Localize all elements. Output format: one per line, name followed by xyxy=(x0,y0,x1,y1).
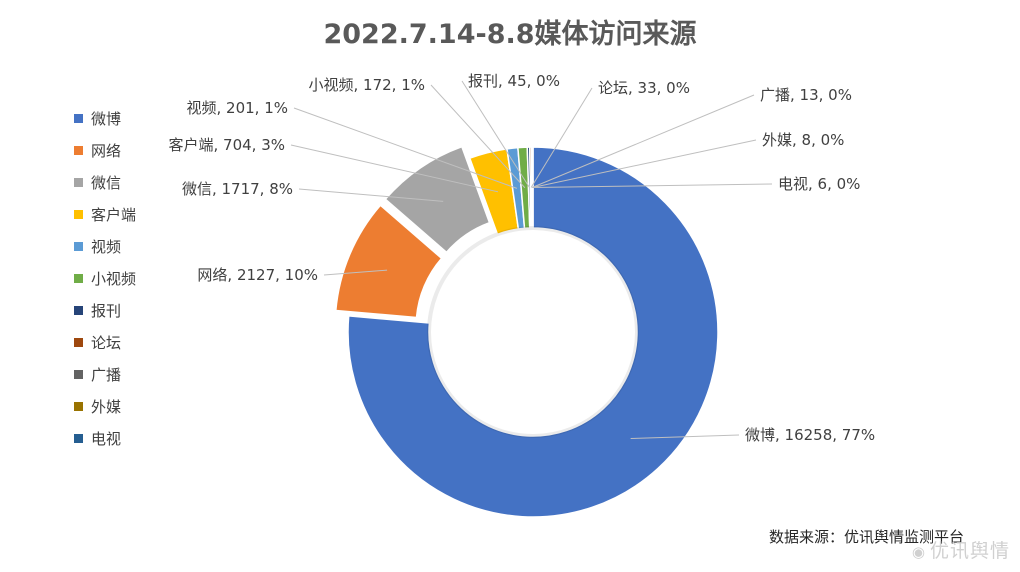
leader-line-cat-5 xyxy=(430,84,526,189)
leader-line-cat-6 xyxy=(461,80,530,188)
legend-swatch xyxy=(74,177,83,187)
data-label-cat-3: 客户端, 704, 3% xyxy=(169,136,286,154)
legend-item-cat-6: 报刊 xyxy=(74,294,136,326)
leader-line-cat-0 xyxy=(630,434,740,440)
data-label-cat-0: 微博, 16258, 77% xyxy=(745,426,875,444)
data-label-cat-6: 报刊, 45, 0% xyxy=(468,72,560,90)
legend-label: 小视频 xyxy=(91,269,137,288)
legend-label: 广播 xyxy=(91,365,122,384)
data-label-cat-10: 电视, 6, 0% xyxy=(778,175,860,193)
legend-label: 客户端 xyxy=(91,205,137,224)
slice-cat-2 xyxy=(384,145,491,254)
inner-ring-shadow xyxy=(427,226,639,438)
legend-swatch xyxy=(74,305,83,315)
leader-line-cat-2 xyxy=(298,188,444,202)
legend-swatch xyxy=(74,209,83,219)
leader-line-cat-3 xyxy=(290,144,499,193)
legend-item-cat-5: 小视频 xyxy=(74,262,136,294)
legend-label: 论坛 xyxy=(91,333,122,352)
leader-line-cat-4 xyxy=(293,107,518,189)
slices-group xyxy=(334,145,719,518)
legend-swatch xyxy=(74,273,83,283)
leader-line-cat-8 xyxy=(531,94,755,188)
weibo-icon: ◉ xyxy=(911,543,926,561)
legend-label: 视频 xyxy=(91,237,122,256)
legend-label: 网络 xyxy=(91,141,122,160)
leader-line-cat-10 xyxy=(532,183,773,189)
data-label-cat-7: 论坛, 33, 0% xyxy=(598,79,690,97)
legend-item-cat-0: 微博 xyxy=(74,102,136,134)
slice-cat-0 xyxy=(347,146,719,518)
legend-item-cat-4: 视频 xyxy=(74,230,136,262)
legend-item-cat-1: 网络 xyxy=(74,134,136,166)
legend-item-cat-7: 论坛 xyxy=(74,326,136,358)
legend-label: 微信 xyxy=(91,173,122,192)
legend-swatch xyxy=(74,241,83,251)
legend-item-cat-8: 广播 xyxy=(74,358,136,390)
legend-swatch xyxy=(74,145,83,155)
legend-label: 报刊 xyxy=(91,301,122,320)
legend-swatch xyxy=(74,337,83,347)
data-label-cat-9: 外媒, 8, 0% xyxy=(762,131,844,149)
data-label-cat-2: 微信, 1717, 8% xyxy=(182,180,293,198)
data-label-cat-8: 广播, 13, 0% xyxy=(760,86,852,104)
legend-swatch xyxy=(74,369,83,379)
data-label-cat-4: 视频, 201, 1% xyxy=(187,99,289,117)
legend-swatch xyxy=(74,433,83,443)
leader-line-cat-1 xyxy=(323,269,388,276)
data-label-cat-5: 小视频, 172, 1% xyxy=(309,76,426,94)
legend-label: 外媒 xyxy=(91,397,122,416)
legend-item-cat-10: 电视 xyxy=(74,422,136,454)
leader-lines-group xyxy=(290,80,773,440)
legend-swatch xyxy=(74,113,83,123)
legend-label: 电视 xyxy=(91,429,122,448)
leader-line-cat-9 xyxy=(532,139,757,188)
legend-item-cat-3: 客户端 xyxy=(74,198,136,230)
source-note: 数据来源：优讯舆情监测平台 xyxy=(768,528,964,546)
legend-item-cat-9: 外媒 xyxy=(74,390,136,422)
chart-title: 2022.7.14-8.8媒体访问来源 xyxy=(323,19,697,50)
data-labels-group: 微博, 16258, 77% 网络, 2127, 10% 微信, 1717, 8% 客… xyxy=(169,72,876,444)
legend-item-cat-2: 微信 xyxy=(74,166,136,198)
watermark-text: 优讯舆情 xyxy=(929,540,1010,562)
watermark: ◉ 优讯舆情 xyxy=(912,536,1010,563)
slice-cat-1 xyxy=(334,204,443,319)
leader-line-cat-7 xyxy=(530,87,593,188)
data-label-cat-1: 网络, 2127, 10% xyxy=(197,266,318,284)
legend: 微博网络微信客户端视频小视频报刊论坛广播外媒电视 xyxy=(74,102,136,454)
legend-swatch xyxy=(74,401,83,411)
legend-label: 微博 xyxy=(91,109,122,128)
